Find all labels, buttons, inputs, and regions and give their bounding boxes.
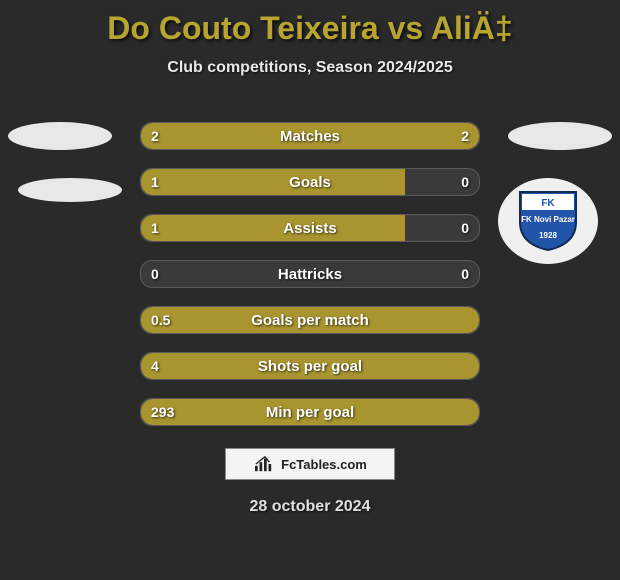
stat-row: 0.5Goals per match xyxy=(140,306,480,334)
stat-label: Hattricks xyxy=(141,261,479,287)
chart-icon xyxy=(253,455,275,473)
page-title: Do Couto Teixeira vs AliÄ‡ xyxy=(0,0,620,47)
stat-row: 293Min per goal xyxy=(140,398,480,426)
date-label: 28 october 2024 xyxy=(0,498,620,516)
stat-row: 4Shots per goal xyxy=(140,352,480,380)
page-subtitle: Club competitions, Season 2024/2025 xyxy=(0,59,620,77)
player-right-placeholder xyxy=(508,122,612,150)
stat-label: Matches xyxy=(141,123,479,149)
stat-label: Assists xyxy=(141,215,479,241)
svg-text:FK: FK xyxy=(541,198,555,209)
stat-label: Goals per match xyxy=(141,307,479,333)
brand-footer[interactable]: FcTables.com xyxy=(225,448,395,480)
svg-text:1928: 1928 xyxy=(539,231,557,240)
brand-text: FcTables.com xyxy=(281,457,367,472)
shield-icon: FK FK Novi Pazar 1928 xyxy=(516,188,580,252)
stat-label: Shots per goal xyxy=(141,353,479,379)
stat-row: 10Assists xyxy=(140,214,480,242)
player-left-placeholder-2 xyxy=(18,178,122,202)
stat-row: 10Goals xyxy=(140,168,480,196)
stat-label: Goals xyxy=(141,169,479,195)
stat-label: Min per goal xyxy=(141,399,479,425)
stat-row: 00Hattricks xyxy=(140,260,480,288)
club-badge: FK FK Novi Pazar 1928 xyxy=(498,178,598,264)
stat-row: 22Matches xyxy=(140,122,480,150)
player-left-placeholder-1 xyxy=(8,122,112,150)
svg-text:FK Novi Pazar: FK Novi Pazar xyxy=(521,215,575,224)
comparison-chart: 22Matches 10Goals 10Assists 00Hattricks 0.5G… xyxy=(140,122,480,444)
